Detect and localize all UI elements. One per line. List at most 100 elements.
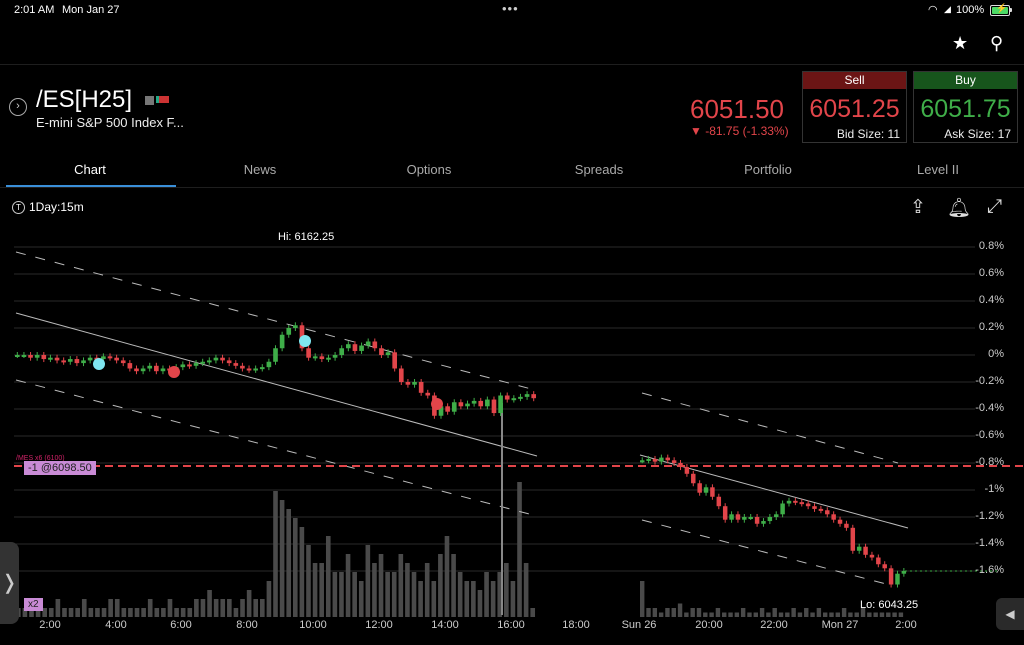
x-tick-label: 10:00 bbox=[299, 619, 327, 631]
volume-bar bbox=[180, 608, 186, 617]
candle bbox=[531, 394, 537, 399]
volume-bar bbox=[391, 572, 397, 617]
volume-bar bbox=[797, 612, 803, 617]
candle bbox=[332, 355, 338, 358]
candle bbox=[240, 365, 245, 369]
candle bbox=[253, 368, 258, 371]
volume-bar bbox=[728, 612, 733, 617]
interval-selector[interactable]: T 1Day:15m bbox=[12, 200, 84, 214]
candle bbox=[147, 365, 153, 369]
candle bbox=[15, 355, 20, 357]
chevron-right-icon[interactable]: › bbox=[9, 98, 27, 116]
volume-bar bbox=[816, 608, 822, 617]
sell-marker bbox=[168, 366, 180, 378]
volume-bar bbox=[22, 608, 28, 617]
volume-bar bbox=[279, 500, 285, 617]
alert-bell-icon[interactable]: 🔔︎ bbox=[947, 198, 972, 219]
volume-bar bbox=[174, 608, 179, 617]
candle bbox=[465, 403, 470, 407]
volume-bar bbox=[424, 563, 430, 617]
candle bbox=[825, 510, 830, 515]
y-tick-label: -1.2% bbox=[975, 510, 1004, 522]
tab-portfolio[interactable]: Portfolio bbox=[744, 162, 792, 177]
volume-bar bbox=[167, 599, 173, 617]
volume-bar bbox=[273, 491, 278, 617]
symbol-title[interactable]: /ES[H25] bbox=[36, 86, 133, 113]
volume-bar bbox=[128, 608, 133, 617]
volume-bar bbox=[312, 563, 318, 617]
volume-bar bbox=[213, 599, 219, 617]
scroll-right-button[interactable]: ◀ bbox=[996, 598, 1024, 630]
candle bbox=[652, 458, 658, 462]
y-tick-label: 0.4% bbox=[978, 294, 1004, 306]
candle bbox=[524, 394, 530, 397]
volume-bar bbox=[873, 612, 878, 617]
candle bbox=[160, 368, 166, 372]
position-label[interactable]: -1 @6098.50 bbox=[24, 461, 96, 475]
candle bbox=[671, 460, 677, 463]
tab-news[interactable]: News bbox=[243, 162, 277, 177]
x-tick-label: 18:00 bbox=[562, 619, 590, 631]
zoom-label[interactable]: x2 bbox=[24, 598, 43, 611]
tab-options[interactable]: Options bbox=[406, 162, 452, 177]
volume-bar bbox=[879, 612, 885, 617]
candle bbox=[279, 334, 285, 349]
watchlist-add-icon[interactable]: ★ bbox=[952, 33, 969, 53]
expand-icon[interactable]: ⤢ bbox=[987, 196, 1003, 217]
battery-cap bbox=[1010, 8, 1012, 12]
multitask-dots-icon[interactable]: ••• bbox=[502, 1, 519, 16]
volume-bar bbox=[451, 554, 456, 617]
volume-bar bbox=[75, 608, 80, 617]
candle bbox=[120, 360, 126, 364]
volume-bar bbox=[646, 608, 651, 617]
candle bbox=[684, 467, 690, 474]
tab-spreads[interactable]: Spreads bbox=[574, 162, 624, 177]
candle bbox=[722, 506, 728, 520]
tab-level-ii[interactable]: Level II bbox=[917, 162, 959, 177]
side-panel-handle[interactable]: ❭ bbox=[0, 542, 19, 624]
x-tick-label: 2:00 bbox=[895, 619, 917, 631]
tab-chart[interactable]: Chart bbox=[74, 162, 106, 177]
price-chart[interactable] bbox=[0, 225, 1024, 630]
candle bbox=[882, 564, 887, 569]
candle bbox=[226, 360, 232, 364]
chart-grid bbox=[14, 246, 975, 572]
candle bbox=[445, 406, 450, 412]
volume-bar bbox=[785, 612, 790, 617]
candle bbox=[220, 357, 225, 361]
sell-marker bbox=[431, 398, 443, 410]
candle bbox=[193, 363, 199, 366]
ask-size: Ask Size: 17 bbox=[944, 127, 1011, 141]
candle bbox=[54, 357, 60, 361]
sell-button[interactable]: Sell 6051.25 Bid Size: 11 bbox=[802, 71, 907, 143]
share-icon[interactable]: ⇪ bbox=[910, 197, 926, 218]
candle bbox=[41, 355, 47, 360]
high-label: Hi: 6162.25 bbox=[278, 231, 335, 243]
candle bbox=[786, 500, 792, 504]
x-tick-label: Sun 26 bbox=[621, 619, 657, 631]
candle bbox=[780, 503, 785, 515]
volume-bar bbox=[734, 612, 740, 617]
candle bbox=[134, 368, 139, 372]
volume-bar bbox=[319, 563, 324, 617]
volume-bar bbox=[299, 527, 305, 617]
volume-bar bbox=[759, 608, 765, 617]
volume-bar bbox=[835, 612, 841, 617]
flag-icon bbox=[156, 96, 169, 103]
candle bbox=[127, 363, 133, 369]
candle bbox=[339, 348, 345, 355]
volume-bar bbox=[690, 608, 695, 617]
candle bbox=[34, 355, 40, 358]
candle bbox=[352, 344, 358, 351]
buy-button[interactable]: Buy 6051.75 Ask Size: 17 bbox=[913, 71, 1018, 143]
divider bbox=[0, 187, 1024, 188]
candle bbox=[398, 368, 404, 382]
search-icon[interactable]: ⚲ bbox=[990, 33, 1004, 53]
volume-bar bbox=[665, 608, 670, 617]
volume-bar bbox=[431, 581, 437, 617]
candle bbox=[306, 348, 311, 358]
volume-bar bbox=[766, 612, 771, 617]
candle bbox=[200, 361, 206, 364]
volume-bar bbox=[154, 608, 160, 617]
volume-bar bbox=[652, 608, 658, 617]
